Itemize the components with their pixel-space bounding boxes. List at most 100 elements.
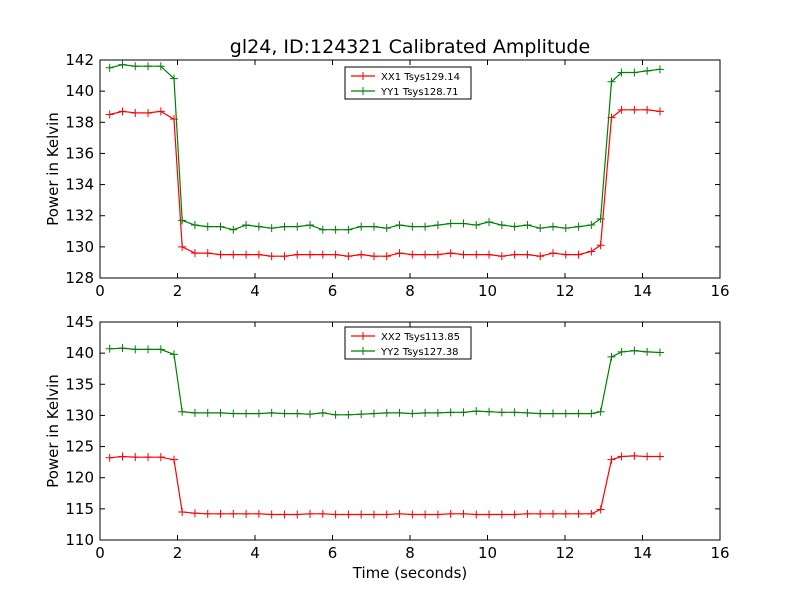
data-point [293,510,302,519]
x-tick-label: 14 [633,282,652,300]
data-point [331,250,340,259]
series-line [109,109,660,257]
data-point [318,250,327,259]
top-subplot: 0 2 4 6 8 10 12 14 16 128 130 132 134 136 138 140 142 Pow… [44,51,730,300]
data-point [587,509,596,518]
data-point [131,345,140,354]
y-axis-label: Power in Kelvin [44,112,62,226]
data-point [118,452,127,461]
data-point [382,408,391,417]
y-tick-label: 138 [65,113,94,131]
data-point [190,509,199,518]
y-tick-label: 132 [65,207,94,225]
data-point [485,407,494,416]
data-point [344,225,353,234]
data-point [395,249,404,258]
y-tick-label: 120 [65,469,94,487]
data-point [536,252,545,261]
data-point [395,509,404,518]
data-point [548,249,557,258]
data-point [144,453,153,462]
y-tick-label: 115 [65,500,94,518]
data-point [331,410,340,419]
data-point [229,409,238,418]
data-point [643,105,652,114]
data-point [574,409,583,418]
data-point [382,252,391,261]
data-point [561,250,570,259]
data-point [536,409,545,418]
data-point [630,346,639,355]
data-point [596,505,605,514]
data-point [254,250,263,259]
data-point [421,408,430,417]
data-point [497,221,506,230]
data-point [548,409,557,418]
data-point [421,222,430,231]
data-point [369,510,378,519]
data-point [408,510,417,519]
data-point [203,408,212,417]
data-point [382,510,391,519]
data-point [242,409,251,418]
y-tick-label: 134 [65,176,94,194]
data-point [118,60,127,69]
data-point [523,250,532,259]
data-point [344,510,353,519]
series-group [105,344,664,419]
x-tick-label: 10 [478,544,497,562]
x-tick-label: 12 [555,282,574,300]
data-point [131,453,140,462]
data-point [630,105,639,114]
x-tick-label: 8 [405,544,415,562]
data-point [118,107,127,116]
data-point [369,409,378,418]
data-point [280,252,289,261]
data-point [242,509,251,518]
y-tick-label: 130 [65,406,94,424]
data-point [203,222,212,231]
data-point [190,221,199,230]
data-point [655,348,664,357]
data-point [459,219,468,228]
data-point [131,62,140,71]
data-point [280,510,289,519]
data-point [178,507,187,516]
data-point [357,222,366,231]
data-point [203,249,212,258]
x-tick-label: 0 [95,544,105,562]
data-point [433,221,442,230]
data-point [497,510,506,519]
data-point [617,68,626,77]
data-point [607,455,616,464]
y-tick-label: 128 [65,269,94,287]
data-point [105,344,114,353]
data-point [617,452,626,461]
data-point [485,510,494,519]
data-point [156,107,165,116]
data-point [357,410,366,419]
data-point [178,407,187,416]
data-point [523,221,532,230]
data-point [630,68,639,77]
data-point [617,105,626,114]
data-point [344,252,353,261]
x-tick-label: 6 [328,282,338,300]
x-axis-label: Time (seconds) [352,564,468,582]
data-point [331,510,340,519]
data-point [293,222,302,231]
data-point [446,219,455,228]
data-point [574,509,583,518]
legend-marker [359,347,367,355]
data-point [561,224,570,233]
data-point [548,509,557,518]
data-point [229,509,238,518]
data-point [596,241,605,250]
series-group [105,60,664,234]
data-point [574,250,583,259]
data-point [472,510,481,519]
data-point [510,250,519,259]
x-tick-label: 10 [478,282,497,300]
data-point [630,451,639,460]
data-point [497,252,506,261]
